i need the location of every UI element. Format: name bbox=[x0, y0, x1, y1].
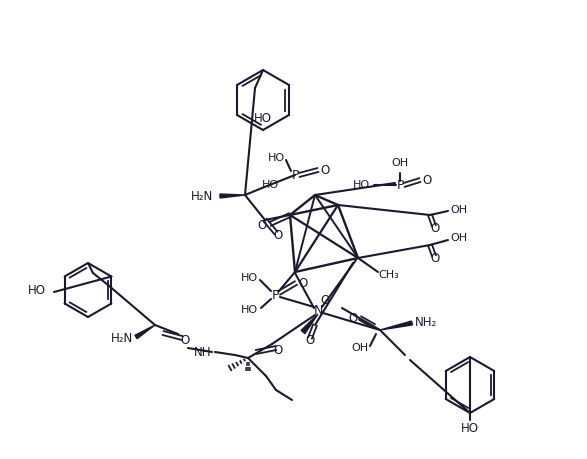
Text: P: P bbox=[271, 289, 279, 302]
Polygon shape bbox=[301, 314, 318, 334]
Text: NH₂: NH₂ bbox=[415, 315, 437, 329]
Text: O: O bbox=[321, 293, 330, 307]
Text: N: N bbox=[313, 303, 323, 317]
Text: O: O bbox=[274, 343, 282, 357]
Polygon shape bbox=[380, 321, 413, 330]
Text: O: O bbox=[258, 218, 267, 231]
Polygon shape bbox=[135, 325, 155, 339]
Text: O: O bbox=[180, 334, 190, 347]
Text: O: O bbox=[349, 312, 358, 325]
Text: HO: HO bbox=[461, 421, 479, 435]
Text: HO: HO bbox=[28, 284, 46, 297]
Text: HO: HO bbox=[262, 180, 279, 190]
Text: O: O bbox=[430, 252, 440, 264]
Text: HO: HO bbox=[353, 180, 370, 190]
Text: OH: OH bbox=[392, 158, 409, 168]
Text: O: O bbox=[274, 229, 282, 241]
Text: O: O bbox=[422, 174, 431, 186]
Text: O: O bbox=[305, 334, 315, 347]
Text: O: O bbox=[430, 222, 440, 235]
Text: OH: OH bbox=[351, 343, 368, 353]
Text: O: O bbox=[298, 276, 307, 290]
Text: P: P bbox=[291, 168, 299, 181]
Text: CH₃: CH₃ bbox=[378, 270, 399, 280]
Text: H₂N: H₂N bbox=[191, 190, 213, 202]
Text: O: O bbox=[320, 163, 329, 177]
Text: OH: OH bbox=[450, 205, 467, 215]
Text: NH: NH bbox=[194, 346, 212, 358]
Text: HO: HO bbox=[254, 112, 272, 124]
Text: P: P bbox=[396, 179, 404, 191]
Text: HO: HO bbox=[241, 305, 258, 315]
Text: HO: HO bbox=[268, 153, 285, 163]
Text: HO: HO bbox=[241, 273, 258, 283]
Text: OH: OH bbox=[450, 233, 467, 243]
Text: H₂N: H₂N bbox=[111, 331, 133, 345]
Polygon shape bbox=[220, 194, 245, 198]
